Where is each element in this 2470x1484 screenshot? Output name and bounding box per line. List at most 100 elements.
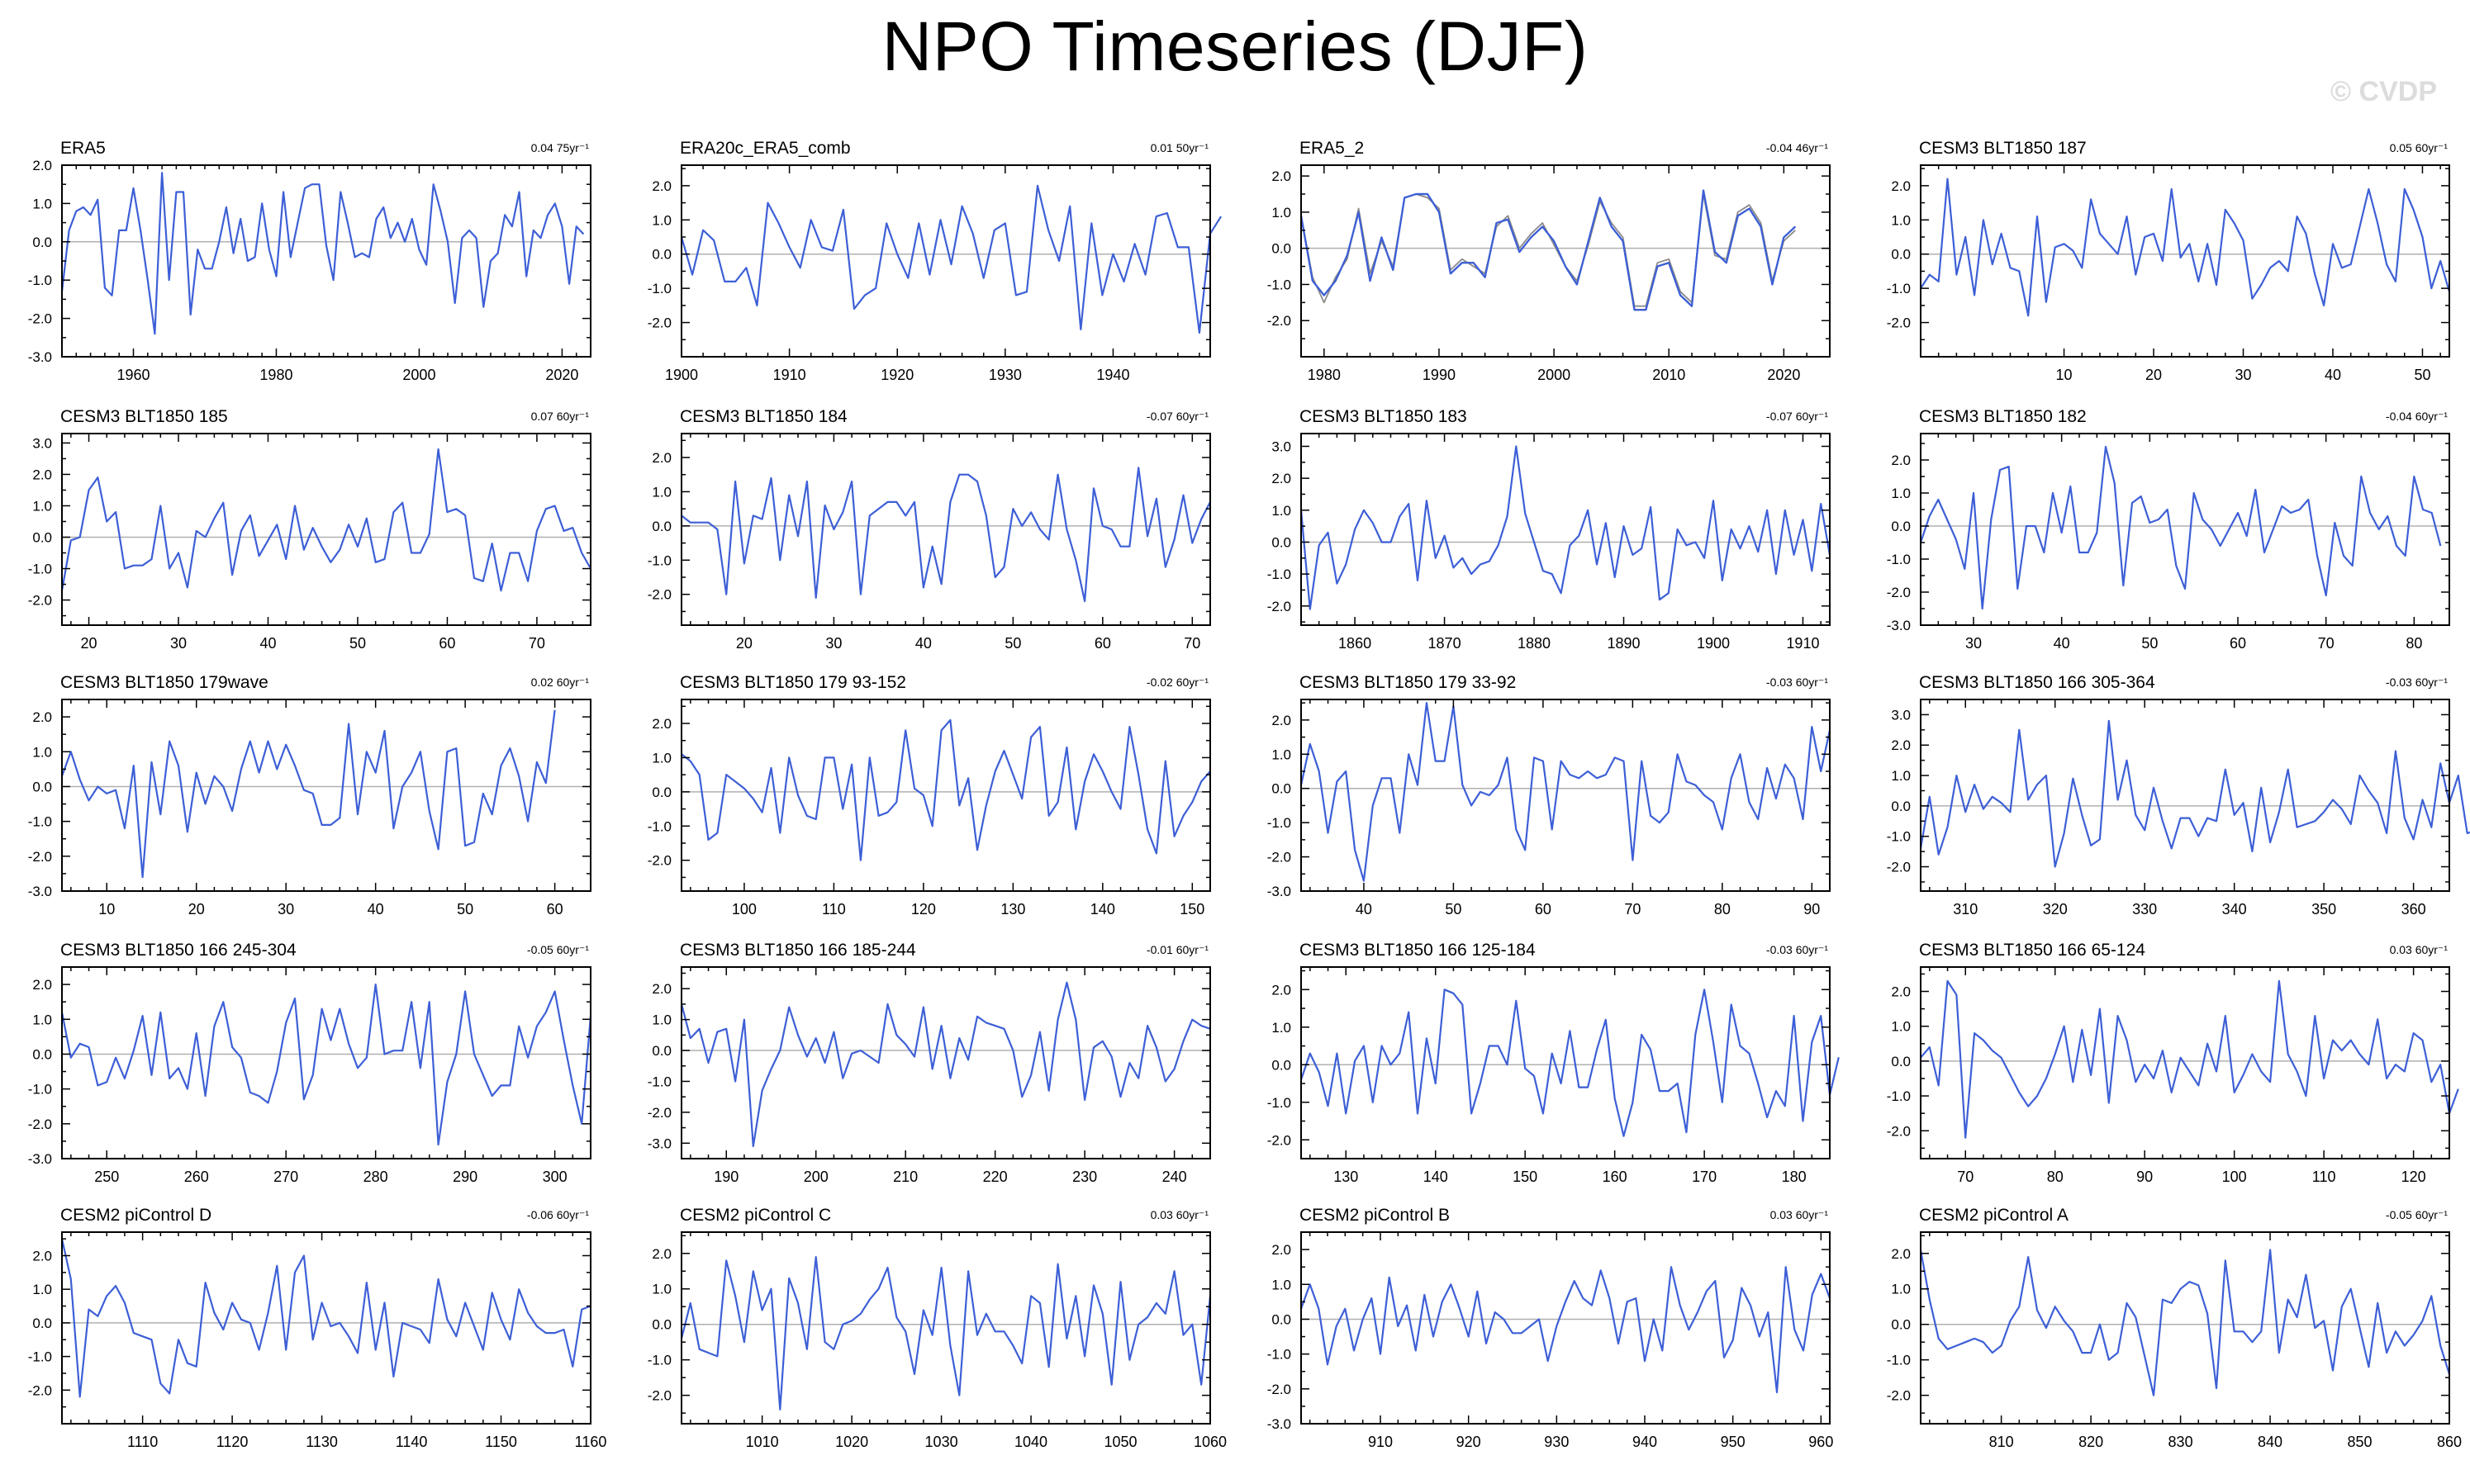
panel-title: CESM3 BLT1850 185 <box>60 407 228 426</box>
series-line <box>1299 189 1797 311</box>
y-tick-label: 1.0 <box>32 1012 52 1027</box>
y-tick-label: -2.0 <box>28 1382 52 1398</box>
y-tick-label: 2.0 <box>32 158 52 173</box>
y-tick-label: 0.0 <box>652 519 672 534</box>
plot-frame <box>1920 433 2450 626</box>
y-tick-label: 2.0 <box>1271 168 1291 184</box>
x-tick-label: 10 <box>98 901 115 917</box>
x-tick-label: 100 <box>732 901 757 917</box>
x-tick-label: 850 <box>2348 1434 2373 1450</box>
series-line <box>1299 189 1797 311</box>
y-tick-label: -2.0 <box>1267 1382 1291 1397</box>
panel-trend: -0.01 60yr⁻¹ <box>1147 943 1209 956</box>
y-tick-label: 1.0 <box>1271 747 1291 762</box>
y-tick-label: 1.0 <box>1891 486 1911 501</box>
panel-title: CESM3 BLT1850 182 <box>1919 407 2087 426</box>
series-line <box>60 709 556 879</box>
y-tick-label: 2.0 <box>1891 984 1911 1000</box>
x-tick-label: 120 <box>2401 1169 2426 1185</box>
y-tick-label: 0.0 <box>1891 799 1911 814</box>
chart-panel: CESM3 BLT1850 185 0.07 60yr⁻¹ -2.0 -1.0 0.0 1… <box>28 407 591 652</box>
x-tick-label: 50 <box>1445 901 1461 917</box>
plot-frame <box>1300 699 1831 892</box>
x-tick-label: 40 <box>2054 635 2070 652</box>
x-tick-label: 30 <box>278 901 294 917</box>
y-tick-label: -2.0 <box>648 315 672 331</box>
x-tick-label: 70 <box>2318 635 2335 652</box>
chart-panel: CESM3 BLT1850 166 305-364 -0.03 60yr⁻¹ -2.… <box>1887 673 2470 917</box>
plot-frame <box>61 966 591 1159</box>
y-tick-label: 3.0 <box>1271 439 1291 454</box>
x-tick-label: 50 <box>349 635 366 652</box>
y-tick-label: 2.0 <box>1271 1242 1291 1258</box>
plot-frame <box>681 1231 1211 1425</box>
y-tick-label: 2.0 <box>32 1248 52 1264</box>
x-tick-label: 360 <box>2401 901 2426 917</box>
panel-title: ERA5_2 <box>1299 139 1364 158</box>
x-tick-label: 1050 <box>1104 1434 1138 1450</box>
series-line <box>1300 193 1796 307</box>
x-tick-label: 90 <box>2136 1169 2153 1185</box>
y-tick-label: 0.0 <box>1271 534 1291 550</box>
y-tick-label: 2.0 <box>32 977 52 993</box>
series-line <box>680 1255 1212 1411</box>
chart-panel: CESM2 piControl D -0.06 60yr⁻¹ -2.0 -1.0 0.0… <box>28 1206 607 1450</box>
y-tick-label: 0.0 <box>1891 1317 1911 1333</box>
y-tick-label: 1.0 <box>652 484 672 500</box>
x-tick-label: 200 <box>804 1169 829 1185</box>
x-tick-label: 140 <box>1090 901 1115 917</box>
y-tick-label: 1.0 <box>652 750 672 766</box>
y-tick-label: 0.0 <box>1891 1054 1911 1069</box>
y-tick-label: 3.0 <box>1891 707 1911 723</box>
series-line <box>1299 989 1840 1137</box>
panel-trend: -0.04 60yr⁻¹ <box>2386 410 2448 423</box>
chart-panel: CESM3 BLT1850 182 -0.04 60yr⁻¹ -3.0 -2.0 -1.… <box>1887 407 2450 652</box>
x-tick-label: 910 <box>1368 1434 1393 1450</box>
x-tick-label: 960 <box>1808 1434 1833 1450</box>
panel-trend: 0.01 50yr⁻¹ <box>1151 141 1209 154</box>
y-tick-label: -3.0 <box>1887 618 1911 633</box>
x-tick-label: 110 <box>2312 1169 2336 1185</box>
y-tick-label: 0.0 <box>1271 781 1291 797</box>
x-tick-label: 1030 <box>925 1434 958 1450</box>
y-tick-label: 1.0 <box>652 1282 672 1297</box>
y-tick-label: -3.0 <box>1267 884 1291 899</box>
x-tick-label: 1040 <box>1014 1434 1047 1450</box>
y-tick-label: -2.0 <box>648 853 672 869</box>
plot-frame <box>61 433 591 626</box>
y-tick-label: -2.0 <box>1267 313 1291 329</box>
y-tick-label: -1.0 <box>28 814 52 830</box>
x-tick-label: 150 <box>1513 1169 1537 1185</box>
y-tick-label: 1.0 <box>1271 1277 1291 1292</box>
y-tick-label: 1.0 <box>652 212 672 228</box>
y-tick-label: 0.0 <box>32 779 52 794</box>
plot-frame <box>1920 699 2450 892</box>
y-tick-label: -1.0 <box>1267 277 1291 292</box>
x-tick-label: 920 <box>1456 1434 1481 1450</box>
x-tick-label: 170 <box>1692 1169 1717 1185</box>
y-tick-label: 2.0 <box>652 178 672 194</box>
x-tick-label: 830 <box>2168 1434 2193 1450</box>
x-tick-label: 150 <box>1180 901 1204 917</box>
y-tick-label: 0.0 <box>652 1317 672 1333</box>
x-tick-label: 120 <box>911 901 936 917</box>
x-tick-label: 1910 <box>1786 635 1819 652</box>
panel-title: ERA5 <box>60 139 106 158</box>
x-tick-label: 950 <box>1721 1434 1746 1450</box>
x-tick-label: 1060 <box>1194 1434 1227 1450</box>
y-tick-label: 2.0 <box>32 709 52 725</box>
y-tick-label: -1.0 <box>28 562 52 577</box>
x-tick-label: 840 <box>2258 1434 2282 1450</box>
panel-title: CESM3 BLT1850 179 93-152 <box>680 673 906 692</box>
y-tick-label: -2.0 <box>1887 1123 1911 1139</box>
y-tick-label: -1.0 <box>1267 815 1291 831</box>
y-tick-label: 1.0 <box>32 744 52 760</box>
plot-frame <box>1920 966 2450 1159</box>
x-tick-label: 1860 <box>1338 635 1371 652</box>
panel-trend: -0.05 60yr⁻¹ <box>527 943 589 956</box>
x-tick-label: 20 <box>2145 367 2162 383</box>
x-tick-label: 300 <box>543 1169 568 1185</box>
series-line <box>1299 701 1831 882</box>
panel-trend: -0.02 60yr⁻¹ <box>1147 676 1209 689</box>
